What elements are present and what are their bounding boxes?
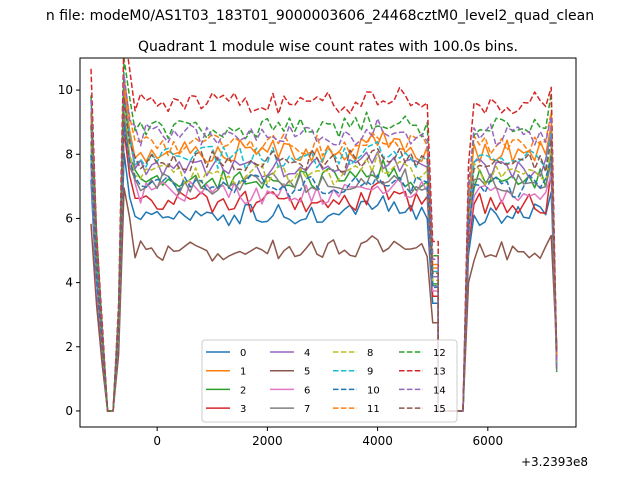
legend-label: 8 <box>367 348 373 359</box>
legend-label: 3 <box>240 404 246 415</box>
legend-label: 11 <box>367 404 380 415</box>
series-line-8 <box>90 100 558 412</box>
x-offset-label: +3.2393e8 <box>521 455 588 469</box>
legend-box <box>201 339 458 423</box>
y-tick-label: 8 <box>65 147 73 161</box>
legend-label: 13 <box>433 367 446 378</box>
legend-label: 4 <box>304 348 310 359</box>
plot-frame <box>79 57 577 428</box>
legend-label: 14 <box>433 385 446 396</box>
series-line-12 <box>90 58 558 412</box>
legend-label: 7 <box>304 404 310 415</box>
plot-lines <box>90 58 558 412</box>
series-line-6 <box>90 126 558 412</box>
x-tick-label: 0 <box>153 434 161 448</box>
y-tick-label: 2 <box>65 340 73 354</box>
suptitle: n file: modeM0/AS1T03_183T01_9000003606_… <box>46 8 594 24</box>
x-tick-label: 6000 <box>473 434 504 448</box>
legend-label: 0 <box>240 348 246 359</box>
legend-label: 5 <box>304 367 310 378</box>
x-tick-label: 2000 <box>252 434 283 448</box>
series-line-7 <box>90 113 558 412</box>
x-tick-label: 4000 <box>362 434 393 448</box>
legend-label: 1 <box>240 367 246 378</box>
series-line-13 <box>90 58 558 412</box>
y-tick-label: 6 <box>65 211 73 225</box>
y-axis: 0 2 4 6 8 10 <box>58 83 80 418</box>
chart-title: Quadrant 1 module wise count rates with … <box>138 39 518 55</box>
legend-label: 2 <box>240 385 246 396</box>
legend-label: 6 <box>304 385 310 396</box>
series-line-15 <box>90 96 558 412</box>
series-line-0 <box>90 152 558 412</box>
y-tick-label: 4 <box>65 276 73 290</box>
series-line-9 <box>90 97 558 412</box>
legend-label: 9 <box>367 367 373 378</box>
series-line-3 <box>90 129 558 412</box>
legend-label: 12 <box>433 348 446 359</box>
legend-label: 10 <box>367 385 380 396</box>
legend-label: 15 <box>433 404 446 415</box>
series-line-5 <box>90 187 558 412</box>
y-tick-label: 10 <box>58 83 73 97</box>
y-tick-label: 0 <box>65 404 73 418</box>
x-axis: 0 2000 4000 6000 <box>153 427 503 448</box>
series-line-14 <box>90 74 558 412</box>
series-line-11 <box>90 77 558 412</box>
